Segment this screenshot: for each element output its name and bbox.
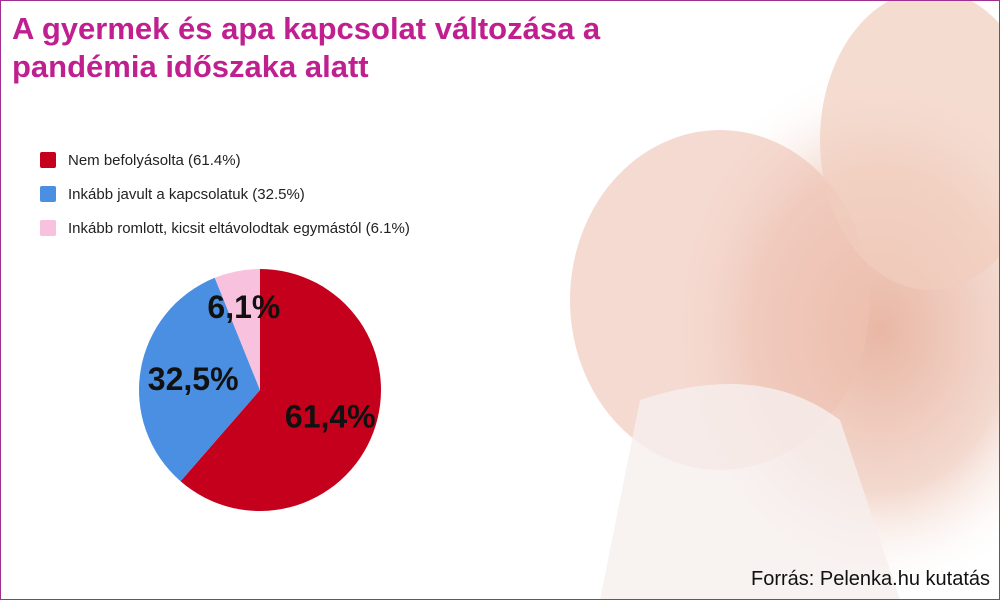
legend-swatch xyxy=(40,152,56,168)
legend-swatch xyxy=(40,220,56,236)
legend-label: Nem befolyásolta (61.4%) xyxy=(68,152,241,169)
legend-label: Inkább javult a kapcsolatuk (32.5%) xyxy=(68,186,305,203)
title-text: A gyermek és apa kapcsolat változása a p… xyxy=(12,11,601,84)
data-label: 6,1% xyxy=(207,289,280,325)
source: Forrás: Pelenka.hu kutatás xyxy=(751,568,990,590)
pie-slice xyxy=(180,269,382,511)
chart-title: A gyermek és apa kapcsolat változása a p… xyxy=(12,10,712,86)
data-label: 61,4% xyxy=(285,398,376,434)
pie-slice xyxy=(214,269,260,390)
legend-swatch xyxy=(40,186,56,202)
data-label: 32,5% xyxy=(148,361,239,397)
pie-slice xyxy=(139,277,260,482)
legend-label: Inkább romlott, kicsit eltávolodtak egym… xyxy=(68,220,410,237)
